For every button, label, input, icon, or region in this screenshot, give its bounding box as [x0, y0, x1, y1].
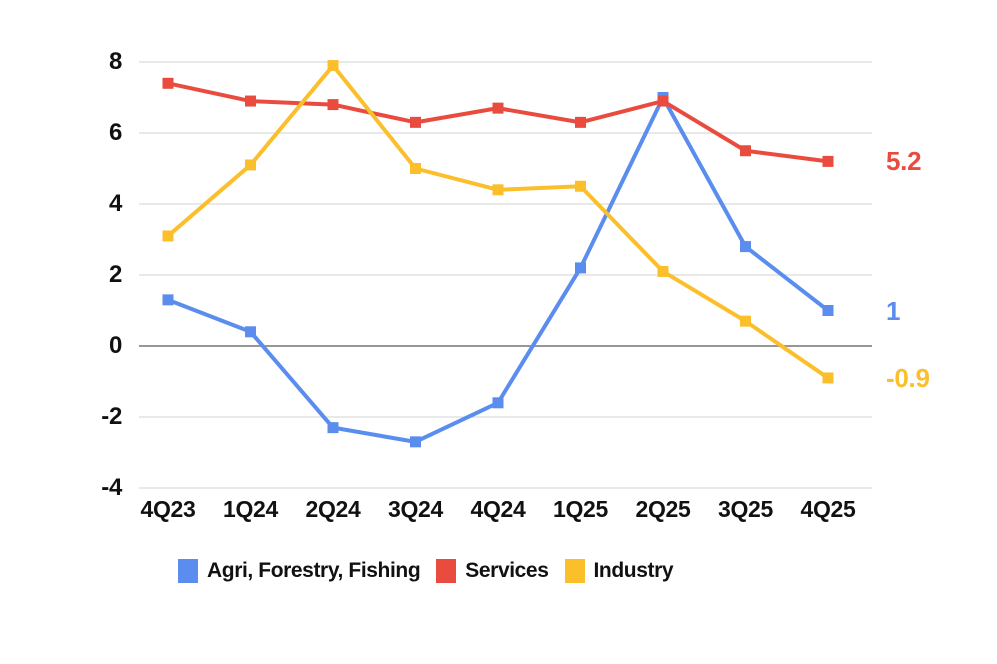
data-point-marker [245, 326, 256, 338]
legend-label: Services [465, 559, 549, 582]
data-point-marker [162, 230, 174, 242]
data-point-marker [822, 155, 834, 167]
x-axis-label: 4Q24 [470, 496, 526, 522]
data-point-marker [492, 397, 504, 409]
y-tick-label: 4 [108, 190, 122, 217]
legend-item: Industry [564, 559, 674, 583]
x-axis-label: 1Q24 [222, 496, 279, 522]
data-point-marker [492, 184, 504, 196]
data-point-marker [162, 294, 174, 306]
legend-swatch-icon [436, 559, 457, 583]
x-axis-label: 3Q24 [387, 496, 444, 522]
y-tick-label: -4 [101, 474, 122, 501]
data-point-marker [822, 372, 834, 384]
data-point-marker [327, 99, 339, 111]
series-end-label: 5.2 [886, 146, 922, 177]
x-axis-label: 4Q25 [800, 496, 856, 522]
y-tick-label: 6 [108, 119, 122, 146]
legend-label: Industry [593, 559, 674, 582]
y-tick-label: 2 [108, 261, 122, 288]
legend-label: Agri, Forestry, Fishing [207, 559, 421, 582]
data-point-marker [245, 95, 256, 107]
data-point-marker [162, 77, 174, 89]
legend-item: Services [436, 559, 549, 583]
data-point-marker [657, 265, 669, 277]
legend-item: Agri, Forestry, Fishing [178, 559, 421, 583]
data-point-marker [822, 305, 834, 316]
series-end-label: 1 [886, 295, 901, 326]
x-axis-label: 3Q25 [717, 496, 774, 522]
x-axis-label: 2Q24 [305, 496, 361, 522]
legend-swatch-icon [564, 559, 585, 583]
data-point-marker [740, 241, 751, 253]
data-point-marker [327, 60, 339, 72]
series-line-1 [166, 81, 830, 164]
data-point-marker [740, 145, 751, 157]
data-point-marker [575, 262, 586, 274]
x-axis-label: 1Q25 [552, 496, 609, 522]
plot-area [139, 60, 872, 489]
y-tick-label: 8 [108, 48, 122, 75]
data-point-marker [492, 102, 504, 114]
data-point-marker [245, 159, 256, 171]
data-point-marker [410, 163, 421, 174]
legend-swatch-icon [178, 559, 198, 583]
x-axis-label: 2Q25 [635, 496, 691, 522]
data-point-marker [575, 116, 586, 128]
data-point-marker [740, 315, 751, 327]
data-point-marker [410, 116, 421, 128]
y-tick-label: 0 [108, 332, 122, 359]
y-tick-label: -2 [101, 403, 122, 430]
series-line-0 [166, 95, 830, 444]
legend: Agri, Forestry, Fishing Services Industry [178, 559, 674, 583]
data-point-marker [410, 436, 421, 448]
data-point-marker [327, 422, 339, 434]
data-point-marker [657, 95, 669, 107]
x-axis-label: 4Q23 [140, 496, 196, 522]
series-end-label: -0.9 [886, 362, 930, 393]
data-point-marker [575, 180, 586, 192]
